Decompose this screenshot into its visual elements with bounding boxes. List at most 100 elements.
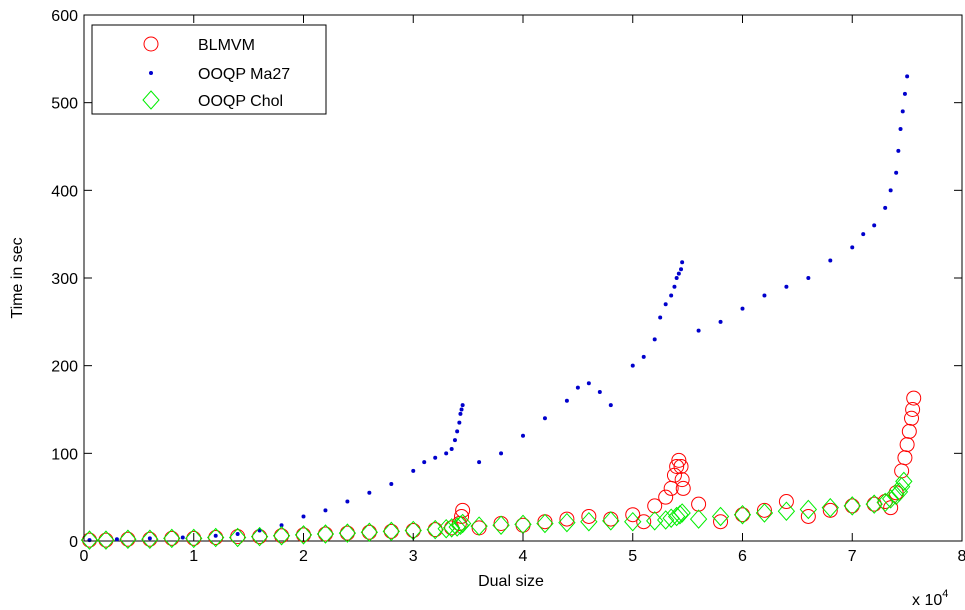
point-blmvm: [208, 529, 224, 545]
point-ooqp-ma27: [180, 535, 185, 540]
x-axis-multiplier: x 104: [912, 588, 948, 609]
point-blmvm: [383, 523, 399, 539]
point-ooqp-ma27: [477, 460, 482, 465]
point-blmvm: [361, 524, 377, 540]
point-ooqp-ma27: [718, 319, 723, 324]
point-blmvm: [296, 527, 311, 543]
point-blmvm: [671, 452, 687, 468]
point-blmvm: [625, 507, 641, 523]
y-tick-label: 0: [69, 534, 78, 551]
x-tick-label: 6: [738, 548, 747, 565]
point-blmvm: [883, 500, 899, 516]
y-tick-label: 300: [51, 271, 78, 288]
point-ooqp-ma27: [784, 284, 789, 289]
point-ooqp-ma27: [444, 451, 449, 456]
x-tick-label: 5: [628, 548, 637, 565]
point-ooqp-ma27: [679, 267, 684, 272]
point-ooqp-chol: [492, 515, 510, 535]
point-ooqp-chol: [470, 516, 488, 536]
point-ooqp-chol: [536, 513, 554, 534]
point-ooqp-ma27: [888, 188, 893, 193]
legend: BLMVM OOQP Ma27 OOQP Chol: [91, 24, 327, 115]
point-ooqp-chol: [895, 471, 913, 492]
point-ooqp-ma27: [669, 293, 674, 298]
point-ooqp-ma27: [608, 403, 613, 408]
x-tick-label: 8: [958, 548, 965, 565]
point-ooqp-ma27: [663, 302, 668, 307]
point-ooqp-chol: [657, 510, 675, 530]
point-blmvm: [647, 498, 663, 514]
point-ooqp-ma27: [323, 508, 328, 513]
point-blmvm: [339, 525, 355, 541]
point-blmvm: [455, 502, 471, 518]
point-ooqp-ma27: [114, 537, 119, 542]
point-ooqp-ma27: [740, 306, 745, 311]
point-ooqp-chol: [382, 521, 400, 542]
y-tick-label: 200: [51, 359, 78, 376]
point-ooqp-ma27: [630, 363, 635, 368]
point-ooqp-chol: [360, 522, 379, 542]
point-ooqp-ma27: [389, 482, 394, 487]
point-ooqp-ma27: [87, 538, 92, 543]
point-ooqp-ma27: [894, 170, 899, 175]
point-ooqp-chol: [843, 496, 861, 516]
point-ooqp-ma27: [762, 293, 767, 298]
point-ooqp-ma27: [896, 148, 901, 153]
point-ooqp-ma27: [433, 455, 438, 460]
point-blmvm: [778, 494, 794, 510]
point-ooqp-ma27: [564, 398, 569, 403]
point-ooqp-ma27: [898, 126, 903, 131]
point-blmvm: [120, 531, 136, 547]
y-tick-label: 500: [51, 96, 78, 113]
point-ooqp-ma27: [905, 74, 910, 79]
point-ooqp-ma27: [301, 514, 306, 519]
point-ooqp-ma27: [449, 446, 454, 451]
point-blmvm: [713, 514, 729, 530]
point-blmvm: [164, 530, 180, 546]
point-ooqp-chol: [892, 476, 911, 497]
legend-marker-ooqp-ma27: [149, 71, 153, 75]
point-blmvm: [98, 532, 114, 548]
point-ooqp-chol: [602, 511, 620, 531]
point-blmvm: [905, 402, 921, 417]
x-axis-ticks: 0 1 2 3 4 5 6 7 8: [80, 15, 965, 565]
point-ooqp-ma27: [455, 429, 460, 434]
point-ooqp-ma27: [902, 91, 907, 96]
data-marks: [80, 74, 922, 550]
point-blmvm: [636, 514, 652, 530]
x-tick-label: 0: [80, 548, 89, 565]
point-ooqp-chol: [294, 525, 313, 545]
point-ooqp-chol: [755, 503, 774, 523]
point-ooqp-chol: [711, 506, 730, 527]
y-tick-label: 600: [51, 8, 78, 25]
point-ooqp-ma27: [641, 354, 646, 359]
point-ooqp-chol: [453, 513, 472, 534]
point-ooqp-chol: [163, 528, 181, 549]
point-ooqp-ma27: [806, 276, 811, 280]
point-ooqp-ma27: [279, 523, 284, 528]
point-ooqp-chol: [876, 492, 894, 513]
point-ooqp-chol: [799, 499, 818, 520]
point-blmvm: [800, 508, 816, 524]
x-axis-multiplier-base: x 10: [912, 592, 942, 609]
y-axis-ticks: 0 100 200 300 400 500 600: [51, 8, 962, 551]
point-blmvm: [669, 458, 685, 474]
point-ooqp-ma27: [597, 389, 602, 394]
point-ooqp-ma27: [542, 416, 547, 421]
point-ooqp-ma27: [235, 531, 240, 536]
point-blmvm: [186, 530, 202, 546]
point-ooqp-ma27: [586, 381, 591, 386]
point-ooqp-chol: [97, 530, 115, 550]
point-ooqp-ma27: [521, 433, 525, 438]
point-ooqp-ma27: [460, 403, 465, 408]
point-ooqp-chol: [207, 527, 225, 548]
point-ooqp-ma27: [575, 385, 580, 390]
point-ooqp-ma27: [213, 533, 218, 538]
point-blmvm: [844, 498, 860, 514]
point-ooqp-chol: [733, 504, 752, 525]
point-ooqp-ma27: [676, 271, 681, 276]
point-ooqp-ma27: [861, 232, 866, 237]
point-ooqp-chol: [821, 497, 839, 518]
point-blmvm: [673, 458, 689, 474]
